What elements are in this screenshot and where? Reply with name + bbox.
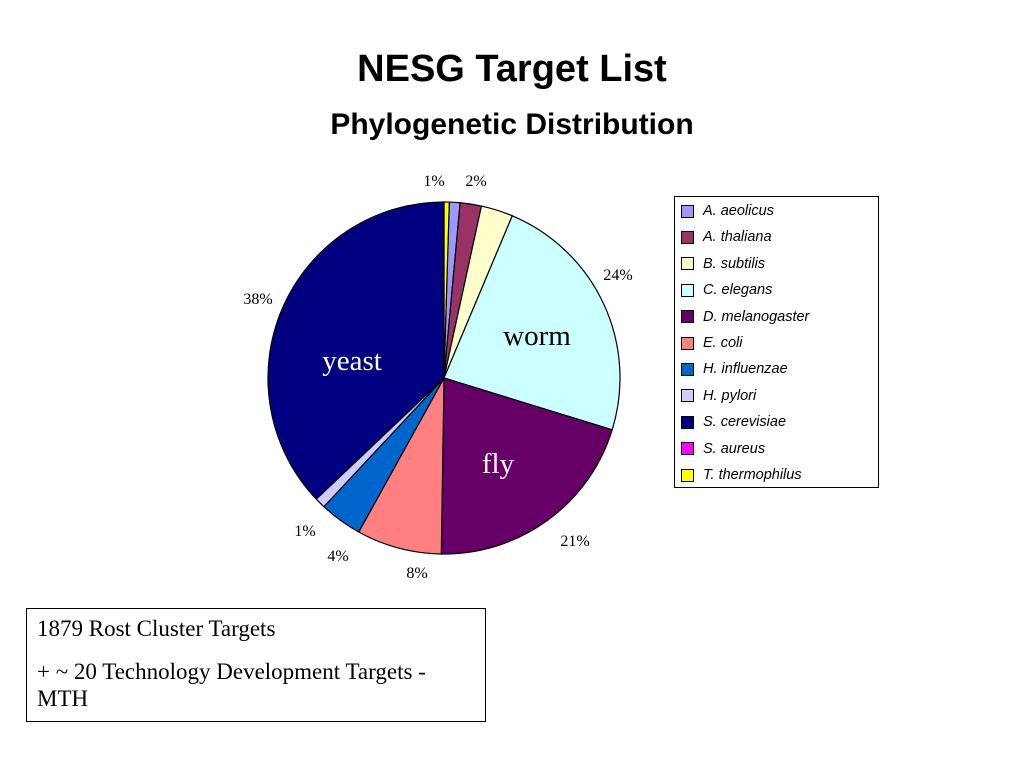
legend-label: S. cerevisiae — [703, 414, 787, 431]
legend-item-t-thermophilus: T. thermophilus — [681, 466, 802, 484]
legend-label: B. subtilis — [703, 255, 766, 272]
inside-label-yeast: yeast — [322, 345, 382, 377]
legend-swatch — [681, 336, 694, 350]
legend-item-h-influenzae: H. influenzae — [681, 360, 788, 378]
legend-label: A. thaliana — [703, 229, 772, 246]
chart-legend: A. aeolicus A. thaliana B. subtilis C. eleg… — [674, 196, 879, 488]
inside-label-worm: worm — [503, 320, 571, 352]
legend-label: H. influenzae — [703, 361, 788, 378]
data-label-h-influenzae: 4% — [327, 548, 348, 565]
legend-item-a-aeolicus: A. aeolicus — [681, 202, 774, 220]
legend-item-b-subtilis: B. subtilis — [681, 255, 765, 273]
inside-label-fly: fly — [482, 448, 515, 480]
legend-item-h-pylori: H. pylori — [681, 387, 756, 405]
legend-label: H. pylori — [703, 387, 757, 404]
legend-item-d-melanogaster: D. melanogaster — [681, 308, 809, 326]
legend-item-s-aureus: S. aureus — [681, 440, 765, 458]
legend-label: S. aureus — [703, 440, 766, 457]
info-line-rost-targets: 1879 Rost Cluster Targets — [37, 616, 276, 641]
info-line-technology-targets: + ~ 20 Technology Development Targets - … — [37, 659, 426, 711]
data-label-a-aeolicus: 1% — [423, 173, 444, 190]
legend-swatch — [681, 204, 694, 218]
legend-label: T. thermophilus — [703, 467, 802, 483]
legend-swatch — [681, 230, 694, 244]
data-label-c-elegans: 24% — [603, 267, 632, 284]
legend-swatch — [681, 310, 694, 324]
legend-swatch — [681, 257, 694, 271]
data-label-e-coli: 8% — [406, 565, 427, 582]
legend-label: A. aeolicus — [703, 203, 774, 219]
legend-item-s-cerevisiae: S. cerevisiae — [681, 413, 786, 431]
legend-swatch — [681, 468, 694, 482]
legend-item-c-elegans: C. elegans — [681, 281, 772, 299]
target-info-box: 1879 Rost Cluster Targets + ~ 20 Technol… — [26, 608, 486, 722]
legend-swatch — [681, 389, 694, 403]
data-label-s-cerevisiae: 38% — [243, 291, 272, 308]
pie-slice-c-elegans — [443, 215, 621, 431]
legend-swatch — [681, 283, 694, 297]
pie-slice-s-cerevisiae — [267, 201, 445, 500]
legend-label: C. elegans — [703, 282, 773, 299]
page-title: NESG Target List — [357, 48, 667, 90]
legend-item-e-coli: E. coli — [681, 334, 743, 352]
data-label-a-thaliana: 2% — [465, 173, 486, 190]
legend-swatch — [681, 442, 694, 456]
legend-label: E. coli — [703, 335, 743, 351]
data-label-h-pylori: 1% — [294, 523, 315, 540]
data-label-d-melanogaster: 21% — [560, 533, 589, 550]
legend-label: D. melanogaster — [703, 308, 810, 325]
page-subtitle: Phylogenetic Distribution — [330, 108, 694, 141]
legend-swatch — [681, 362, 694, 376]
legend-item-a-thaliana: A. thaliana — [681, 228, 772, 246]
legend-swatch — [681, 415, 694, 429]
pie-slice-d-melanogaster — [440, 377, 613, 555]
